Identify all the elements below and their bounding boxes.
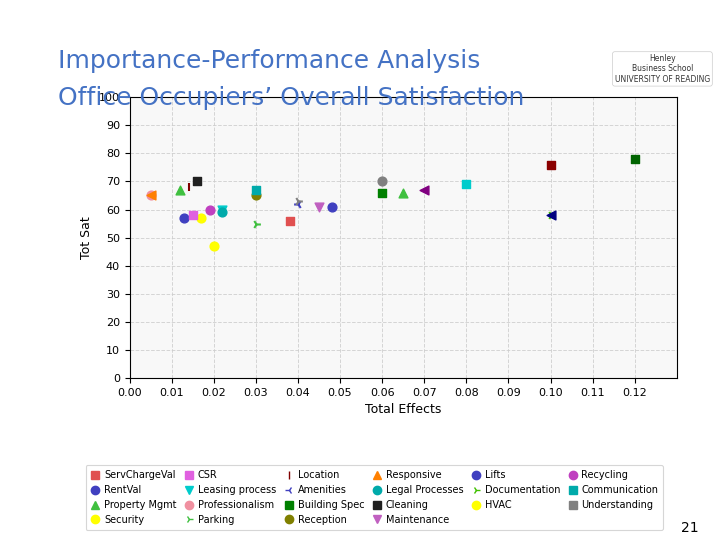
Point: [545, 160, 557, 169]
Point: [377, 177, 388, 186]
Point: [377, 188, 388, 197]
Point: [187, 211, 199, 219]
X-axis label: Total Effects: Total Effects: [365, 403, 441, 416]
Point: [195, 214, 207, 222]
Point: [629, 154, 641, 163]
Text: Henley
Business School
UNIVERSITY OF READING: Henley Business School UNIVERSITY OF REA…: [615, 54, 710, 84]
Point: [204, 205, 215, 214]
Point: [208, 242, 220, 251]
Legend: ServChargeVal, RentVal, Property Mgmt, Security, CSR, Leasing process, Professio: ServChargeVal, RentVal, Property Mgmt, S…: [86, 465, 663, 530]
Text: 21: 21: [681, 521, 698, 535]
Y-axis label: Tot Sat: Tot Sat: [81, 216, 94, 259]
Point: [217, 205, 228, 214]
Point: [292, 197, 304, 205]
Point: [174, 186, 186, 194]
Point: [250, 191, 261, 200]
Point: [250, 219, 261, 228]
Point: [418, 186, 430, 194]
Point: [284, 217, 295, 225]
Point: [461, 180, 472, 188]
Point: [217, 208, 228, 217]
Point: [292, 200, 304, 208]
Point: [545, 211, 557, 219]
Point: [545, 211, 557, 219]
Text: Office Occupiers’ Overall Satisfaction: Office Occupiers’ Overall Satisfaction: [58, 86, 524, 110]
Point: [313, 202, 325, 211]
Point: [326, 202, 338, 211]
Text: Importance-Performance Analysis: Importance-Performance Analysis: [58, 49, 480, 72]
Point: [145, 191, 156, 200]
Point: [179, 214, 190, 222]
Point: [250, 186, 261, 194]
Point: [183, 183, 194, 191]
Point: [192, 177, 203, 186]
Point: [145, 191, 156, 200]
Point: [397, 188, 409, 197]
